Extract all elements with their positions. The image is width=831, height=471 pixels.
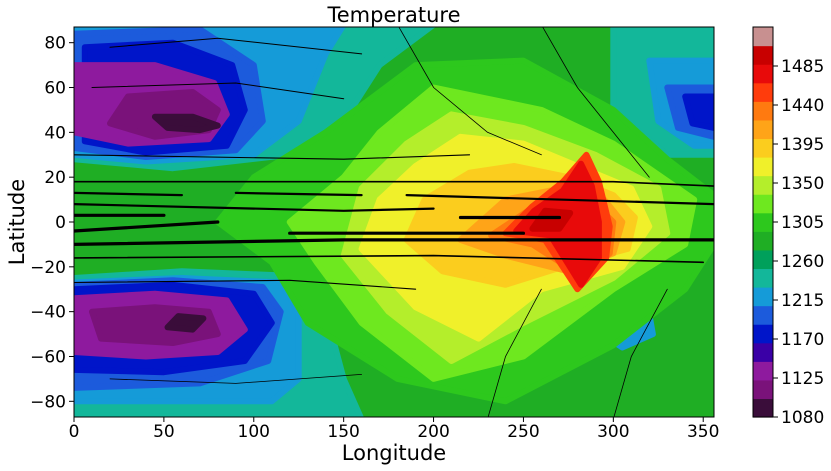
x-tick-label: 0 xyxy=(69,422,80,442)
colorbar-segment xyxy=(753,212,773,232)
temperature-field xyxy=(74,27,714,417)
y-tick-label: 60 xyxy=(44,79,66,99)
x-tick-label: 350 xyxy=(687,422,719,442)
colorbar-tick-label: 1305 xyxy=(781,213,824,233)
x-tick-label: 100 xyxy=(238,422,270,442)
colorbar-tick-label: 1125 xyxy=(781,369,824,389)
streamline-14 xyxy=(91,82,345,100)
colorbar-tick-label: 1485 xyxy=(781,57,824,77)
colorbar: 1080 1125 1170 1215 1260 1305 1350 1395 1440 1485 xyxy=(752,26,824,428)
streamline-18 xyxy=(487,288,542,417)
streamline-8 xyxy=(74,203,435,212)
streamline-5 xyxy=(74,191,183,197)
streamline-17 xyxy=(109,374,362,384)
temperature-contour-17 xyxy=(682,93,714,131)
streamline-9 xyxy=(74,254,704,264)
colorbar-segment xyxy=(753,45,773,65)
colorbar-segment xyxy=(753,101,773,121)
x-tick-label: 250 xyxy=(507,422,539,442)
y-axis: 80 60 40 20 0 −20 −40 −60 −80 xyxy=(30,34,74,412)
wind-streamlines xyxy=(74,27,714,417)
streamline-10 xyxy=(74,180,714,187)
colorbar-segment xyxy=(753,324,773,344)
plot-area xyxy=(74,27,714,417)
chart-title: Temperature xyxy=(326,3,460,27)
streamline-12 xyxy=(74,279,417,290)
x-tick-label: 200 xyxy=(417,422,449,442)
streamline-19 xyxy=(613,288,668,417)
colorbar-segment xyxy=(753,27,773,47)
colorbar-tick-label: 1080 xyxy=(781,408,824,428)
x-tick-label: 50 xyxy=(153,422,175,442)
y-tick-label: 40 xyxy=(44,123,66,143)
colorbar-segment xyxy=(753,398,773,418)
colorbar-segment xyxy=(753,175,773,195)
streamline-4 xyxy=(74,238,714,246)
y-tick-label: 0 xyxy=(55,213,66,233)
colorbar-tick-label: 1350 xyxy=(781,174,824,194)
y-tick-label: 80 xyxy=(44,34,66,54)
streamline-7 xyxy=(405,194,714,206)
streamline-6 xyxy=(234,191,363,197)
streamline-11 xyxy=(74,154,471,160)
colorbar-segment xyxy=(753,268,773,288)
colorbar-segment xyxy=(753,379,773,400)
x-tick-label: 300 xyxy=(597,422,629,442)
streamline-16 xyxy=(542,27,650,178)
streamline-15 xyxy=(398,27,542,156)
streamline-1 xyxy=(74,220,220,233)
colorbar-tick-label: 1215 xyxy=(781,291,824,311)
colorbar-segment xyxy=(753,361,773,381)
streamline-13 xyxy=(109,37,363,55)
colorbar-tick-label: 1440 xyxy=(781,96,824,116)
temperature-contour-6 xyxy=(151,113,221,134)
colorbar-tick-label: 1170 xyxy=(781,330,824,350)
colorbar-segment xyxy=(753,138,773,158)
y-tick-label: −40 xyxy=(30,303,66,323)
colorbar-tick-label: 1260 xyxy=(781,252,824,272)
x-axis: 0 50 100 150 200 250 300 350 xyxy=(69,417,719,442)
x-axis-label: Longitude xyxy=(342,441,446,465)
y-tick-label: −20 xyxy=(30,258,66,278)
colorbar-segment xyxy=(753,82,773,102)
colorbar-segment xyxy=(753,194,773,214)
y-tick-label: −80 xyxy=(30,392,66,412)
y-axis-label: Latitude xyxy=(5,179,29,265)
temperature-contour-13 xyxy=(164,313,207,333)
y-tick-label: −60 xyxy=(30,347,66,367)
colorbar-segment xyxy=(753,305,773,325)
colorbar-segment xyxy=(753,119,773,140)
colorbar-segment xyxy=(753,231,773,251)
colorbar-segment xyxy=(753,157,773,177)
y-tick-label: 20 xyxy=(44,168,66,188)
x-tick-label: 150 xyxy=(327,422,359,442)
colorbar-tick-label: 1395 xyxy=(781,135,824,155)
colorbar-segment xyxy=(753,249,773,270)
colorbar-segment xyxy=(753,342,773,362)
colorbar-segment xyxy=(753,64,773,84)
colorbar-segment xyxy=(753,287,773,307)
